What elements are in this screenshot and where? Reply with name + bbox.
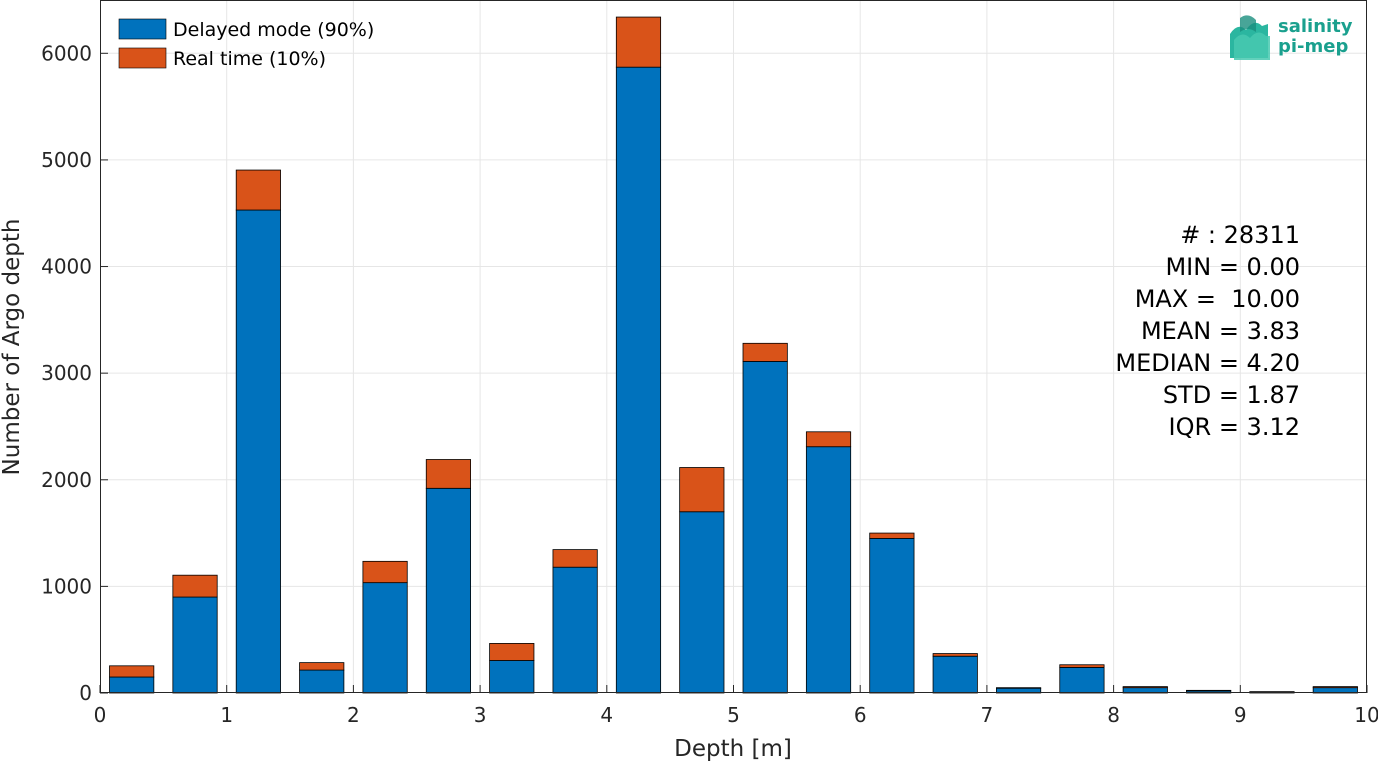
bar-delayed-mode bbox=[489, 660, 535, 694]
salinity-pimep-logo: salinity pi-mep bbox=[1230, 15, 1353, 60]
stat-median: MEDIAN = 4.20 bbox=[1115, 349, 1300, 377]
bar-delayed-mode bbox=[805, 446, 852, 694]
legend: Delayed mode (90%) Real time (10%) bbox=[118, 18, 374, 70]
y-tick-label: 1000 bbox=[41, 574, 92, 598]
bar-real-time bbox=[235, 169, 281, 211]
stat-min: MIN = 0.00 bbox=[1165, 253, 1300, 281]
bar-real-time bbox=[932, 653, 978, 657]
bar-delayed-mode bbox=[362, 582, 408, 694]
bar-real-time bbox=[362, 560, 408, 584]
logo-text-line1: salinity bbox=[1278, 16, 1353, 37]
y-tick-label: 0 bbox=[79, 681, 92, 705]
legend-label-delayed: Delayed mode (90%) bbox=[173, 19, 374, 41]
bar-delayed-mode bbox=[425, 487, 471, 694]
x-axis-label: Depth [m] bbox=[674, 736, 792, 762]
x-tick-label: 4 bbox=[600, 703, 613, 727]
bar-delayed-mode bbox=[235, 209, 281, 694]
x-tick-label: 5 bbox=[727, 703, 740, 727]
legend-swatch-delayed bbox=[118, 18, 167, 40]
bar-delayed-mode bbox=[172, 596, 218, 694]
stat-max: MAX = 10.00 bbox=[1135, 285, 1300, 313]
legend-label-realtime: Real time (10%) bbox=[173, 48, 326, 70]
stat-count: # : 28311 bbox=[1180, 221, 1300, 249]
bar-real-time bbox=[805, 431, 852, 448]
bar-delayed-mode bbox=[299, 669, 345, 694]
bar-delayed-mode bbox=[552, 566, 598, 694]
bar-real-time bbox=[679, 467, 725, 513]
bar-real-time bbox=[552, 549, 598, 568]
bar-real-time bbox=[1059, 664, 1105, 668]
logo-text-line2: pi-mep bbox=[1278, 36, 1348, 57]
bar-delayed-mode bbox=[1059, 667, 1105, 694]
bar-real-time bbox=[615, 16, 662, 68]
stat-std: STD = 1.87 bbox=[1163, 381, 1300, 409]
bar-delayed-mode bbox=[615, 66, 662, 694]
stat-iqr: IQR = 3.12 bbox=[1169, 413, 1300, 441]
bar-real-time bbox=[742, 342, 788, 362]
bar-delayed-mode bbox=[869, 538, 915, 694]
x-tick-label: 7 bbox=[981, 703, 994, 727]
bar-real-time bbox=[489, 643, 535, 661]
bar-real-time bbox=[996, 687, 1042, 689]
y-tick-label: 6000 bbox=[41, 41, 92, 65]
y-tick-label: 2000 bbox=[41, 468, 92, 492]
x-tick-label: 8 bbox=[1107, 703, 1120, 727]
grid-lines bbox=[100, 0, 1367, 693]
y-axis-label: Number of Argo depth bbox=[0, 219, 25, 476]
x-tick-label: 1 bbox=[220, 703, 233, 727]
stats-annotation: # : 28311 MIN = 0.00 MAX = 10.00 MEAN = … bbox=[1115, 221, 1300, 441]
bar-real-time bbox=[1122, 686, 1168, 689]
y-tick-label: 4000 bbox=[41, 255, 92, 279]
x-tick-label: 3 bbox=[474, 703, 487, 727]
bar-delayed-mode bbox=[109, 676, 155, 694]
legend-swatch-realtime bbox=[118, 47, 167, 69]
bar-real-time bbox=[1312, 686, 1358, 689]
bar-real-time bbox=[299, 662, 345, 671]
bar-delayed-mode bbox=[679, 511, 725, 694]
x-tick-label: 0 bbox=[94, 703, 107, 727]
bar-real-time bbox=[425, 459, 471, 489]
y-tick-label: 5000 bbox=[41, 148, 92, 172]
bar-real-time bbox=[172, 574, 218, 598]
x-tick-label: 9 bbox=[1234, 703, 1247, 727]
x-tick-label: 10 bbox=[1354, 703, 1378, 727]
bar-real-time bbox=[1186, 689, 1232, 692]
bars bbox=[109, 16, 1358, 694]
axis-ticks: 0 1 2 3 4 5 6 7 8 9 10 0 1000 2000 3000 4000 5000 6000 bbox=[41, 41, 1378, 727]
bar-real-time bbox=[869, 532, 915, 539]
bar-delayed-mode bbox=[932, 655, 978, 694]
bar-delayed-mode bbox=[742, 361, 788, 694]
x-tick-label: 6 bbox=[854, 703, 867, 727]
bar-real-time bbox=[109, 665, 155, 678]
wave-icon bbox=[1230, 15, 1270, 60]
stat-mean: MEAN = 3.83 bbox=[1141, 317, 1300, 345]
y-tick-label: 3000 bbox=[41, 361, 92, 385]
x-tick-label: 2 bbox=[347, 703, 360, 727]
